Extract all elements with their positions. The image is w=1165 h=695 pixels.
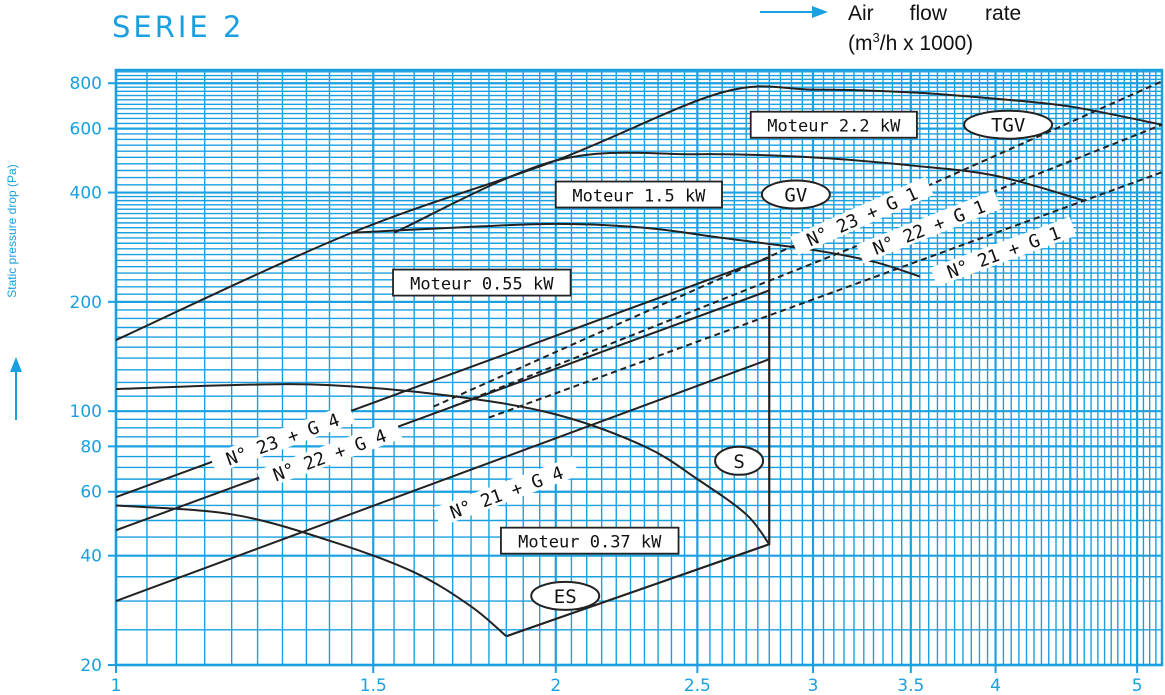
fan-curve-tgv (115, 85, 1163, 341)
serie-title: SERIE 2 (112, 10, 245, 44)
motor-label-moteur-1-5-kw: Moteur 1.5 kW (572, 187, 706, 207)
series-oval (760, 179, 831, 210)
system-line-n-22-g-4 (115, 289, 770, 532)
x-axis-unit-suffix: /h x 1000) (879, 32, 974, 55)
y-axis-arrowhead-icon (10, 357, 22, 372)
motor-label-moteur-0-37-kw: Moteur 0.37 kW (518, 533, 662, 553)
series-label-gv: GV (784, 185, 807, 207)
fan-curve-es (115, 504, 507, 638)
series-oval (963, 109, 1054, 140)
series-oval (714, 445, 765, 476)
system-line-n-21-g-4 (115, 358, 770, 602)
motor-label-box (392, 268, 572, 297)
series-oval (530, 580, 601, 611)
motor-label-box (749, 110, 918, 139)
x-tick-label: 1 (111, 676, 122, 695)
motor-label-moteur-2-2-kw: Moteur 2.2 kW (767, 117, 901, 137)
x-axis-arrowhead-icon (812, 6, 828, 18)
y-tick-label: 400 (70, 184, 102, 204)
y-tick-label: 80 (80, 437, 102, 457)
x-axis-unit-sup: 3 (872, 30, 880, 45)
series-label-es: ES (554, 586, 577, 608)
x-axis-title-line2: (m3/h x 1000) (848, 26, 1021, 56)
system-line-label-bg (209, 403, 356, 474)
x-tick-label: 5 (1132, 676, 1143, 695)
motor-label-moteur-0-55-kw: Moteur 0.55 kW (410, 275, 554, 295)
x-tick-label: 3 (808, 676, 819, 695)
x-axis-title-line1: Air flow rate (848, 2, 1021, 26)
chart-grid (114, 68, 1164, 667)
fan-curve-moteur-0-55-kw (351, 222, 921, 278)
axis-ticks: 1 1.5 2 2.5 3 3.5 4 5 20 40 60 80 100 200 400 600 800 (70, 74, 1143, 695)
series-label-tgv: TGV (991, 115, 1025, 137)
y-tick-label: 200 (70, 293, 102, 313)
system-line-label-bg (433, 456, 580, 527)
y-tick-label: 600 (70, 120, 102, 140)
series-label-s: S (733, 451, 744, 473)
system-line-label-bg (856, 190, 1002, 264)
y-tick-label: 40 (80, 547, 102, 567)
system-line-n-23-g-1 (433, 80, 1163, 408)
motor-label-box (500, 526, 680, 555)
plot-frame (114, 68, 1164, 667)
system-line-label-bg (256, 419, 403, 490)
x-tick-label: 2.5 (684, 676, 711, 695)
chart-labels: Moteur 2.2 kW TGV Moteur 1.5 kW GV Moteur 0.… (209, 109, 1077, 611)
y-tick-label: 20 (80, 656, 102, 676)
y-tick-label: 800 (70, 74, 102, 94)
x-axis-word-air: Air (848, 2, 874, 25)
x-tick-label: 3.5 (897, 676, 924, 695)
motor-limit-line (505, 246, 771, 638)
y-tick-label: 100 (70, 402, 102, 422)
x-axis-unit-prefix: (m (848, 32, 873, 55)
system-line-label-bg (790, 176, 934, 256)
axis-arrows (10, 6, 828, 420)
system-line-n-22-g-1 (452, 123, 1163, 408)
system-line-label-bg (930, 216, 1077, 287)
y-tick-label: 60 (80, 483, 102, 503)
x-tick-label: 4 (990, 676, 1001, 695)
fan-curve-gv (393, 151, 1085, 234)
x-axis-word-rate: rate (985, 2, 1022, 25)
x-tick-label: 2 (550, 676, 561, 695)
x-tick-label: 1.5 (360, 676, 387, 695)
x-axis-word-flow: flow (909, 2, 948, 25)
x-axis-title: Air flow rate (m3/h x 1000) (848, 2, 1021, 56)
motor-label-box (554, 180, 723, 209)
